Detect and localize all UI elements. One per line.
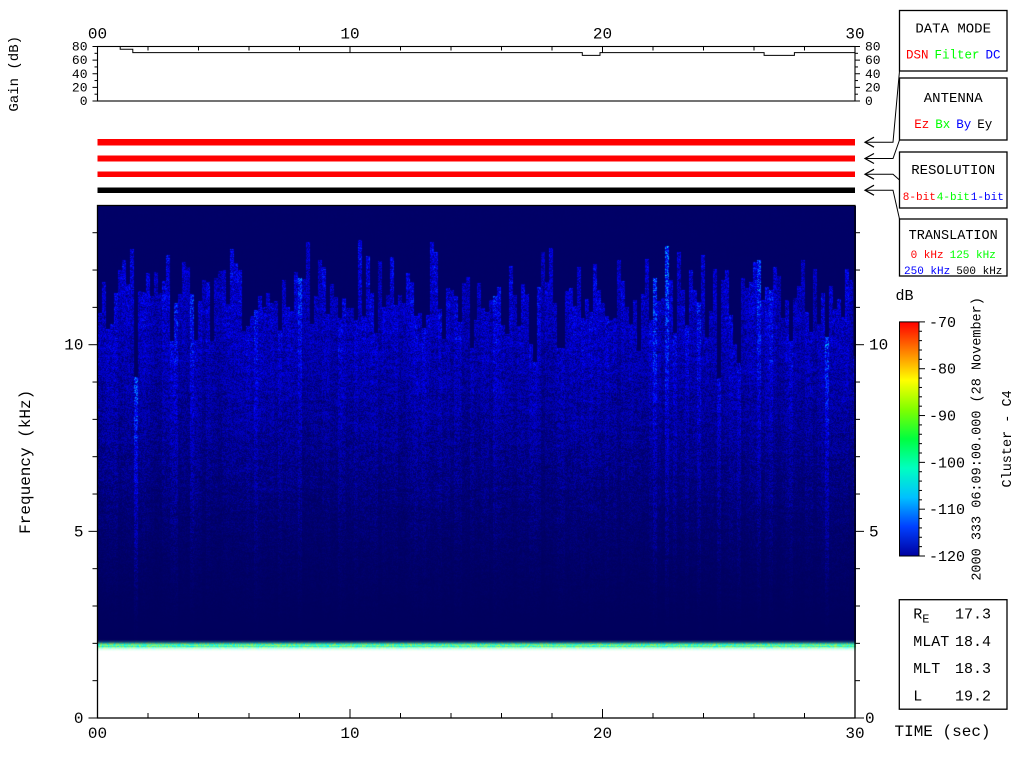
svg-text:DC: DC xyxy=(986,49,1001,63)
svg-text:125 kHz: 125 kHz xyxy=(950,250,996,262)
svg-text:By: By xyxy=(956,118,972,132)
svg-text:4-bit: 4-bit xyxy=(937,192,970,204)
svg-text:5: 5 xyxy=(869,523,879,541)
svg-text:DSN: DSN xyxy=(906,49,929,63)
svg-text:Bx: Bx xyxy=(935,118,950,132)
svg-text:ANTENNA: ANTENNA xyxy=(924,91,983,107)
svg-text:0: 0 xyxy=(865,710,875,728)
svg-text:Filter: Filter xyxy=(935,49,980,63)
svg-text:80: 80 xyxy=(72,40,88,55)
svg-text:0: 0 xyxy=(80,94,88,109)
svg-text:00: 00 xyxy=(88,725,107,743)
svg-text:30: 30 xyxy=(845,725,864,743)
svg-text:20: 20 xyxy=(72,80,88,95)
svg-text:RESOLUTION: RESOLUTION xyxy=(911,163,995,179)
svg-text:TIME (sec): TIME (sec) xyxy=(895,723,991,741)
svg-text:30: 30 xyxy=(845,26,864,44)
svg-text:E: E xyxy=(922,612,929,626)
svg-text:8-bit: 8-bit xyxy=(903,192,936,204)
svg-text:MLT: MLT xyxy=(913,661,940,678)
svg-text:60: 60 xyxy=(72,53,88,68)
svg-text:00: 00 xyxy=(88,26,107,44)
svg-text:-80: -80 xyxy=(929,362,956,379)
svg-text:R: R xyxy=(913,606,922,623)
svg-text:Ez: Ez xyxy=(914,118,929,132)
svg-text:-90: -90 xyxy=(929,409,956,426)
svg-text:10: 10 xyxy=(340,725,359,743)
svg-text:250 kHz: 250 kHz xyxy=(904,266,950,278)
svg-text:40: 40 xyxy=(72,67,88,82)
svg-text:20: 20 xyxy=(593,725,612,743)
svg-text:18.4: 18.4 xyxy=(955,634,991,651)
svg-text:-70: -70 xyxy=(929,315,956,332)
svg-text:1-bit: 1-bit xyxy=(971,192,1004,204)
svg-text:Ey: Ey xyxy=(977,118,993,132)
svg-text:0: 0 xyxy=(74,710,84,728)
svg-text:60: 60 xyxy=(865,53,881,68)
svg-text:20: 20 xyxy=(865,80,881,95)
svg-text:0 kHz: 0 kHz xyxy=(911,250,944,262)
svg-text:500 kHz: 500 kHz xyxy=(956,266,1002,278)
svg-text:17.3: 17.3 xyxy=(955,606,991,623)
svg-text:20: 20 xyxy=(593,26,612,44)
svg-text:2000 333 06:09:00.000 (28 Nove: 2000 333 06:09:00.000 (28 November) xyxy=(971,297,986,581)
svg-text:18.3: 18.3 xyxy=(955,661,991,678)
svg-text:10: 10 xyxy=(340,26,359,44)
svg-text:Gain (dB): Gain (dB) xyxy=(7,36,23,112)
svg-text:TRANSLATION: TRANSLATION xyxy=(909,229,998,244)
svg-text:10: 10 xyxy=(869,337,888,355)
svg-text:DATA MODE: DATA MODE xyxy=(915,22,991,38)
svg-text:-120: -120 xyxy=(929,549,965,566)
svg-text:L: L xyxy=(913,689,922,706)
svg-text:-110: -110 xyxy=(929,502,965,519)
svg-text:0: 0 xyxy=(865,94,873,109)
svg-text:-100: -100 xyxy=(929,455,965,472)
svg-text:19.2: 19.2 xyxy=(955,689,991,706)
svg-text:10: 10 xyxy=(64,337,83,355)
svg-text:80: 80 xyxy=(865,40,881,55)
svg-text:Cluster - C4: Cluster - C4 xyxy=(1001,390,1016,487)
svg-text:dB: dB xyxy=(896,288,914,305)
svg-text:MLAT: MLAT xyxy=(913,634,949,651)
svg-text:Frequency (kHz): Frequency (kHz) xyxy=(17,390,35,534)
svg-text:5: 5 xyxy=(74,523,84,541)
svg-text:40: 40 xyxy=(865,67,881,82)
